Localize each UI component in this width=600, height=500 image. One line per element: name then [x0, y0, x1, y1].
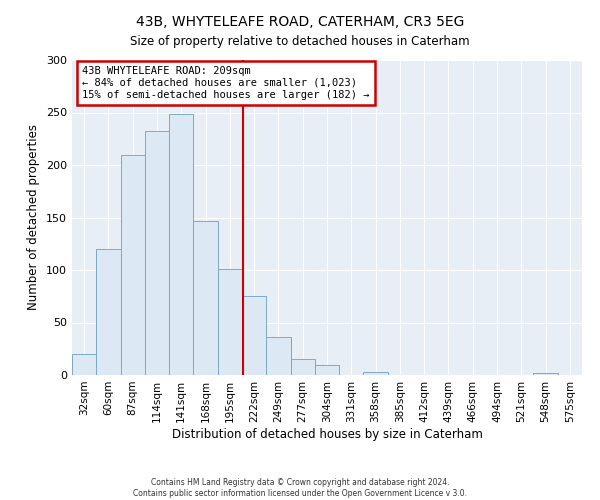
X-axis label: Distribution of detached houses by size in Caterham: Distribution of detached houses by size … [172, 428, 482, 440]
Bar [242, 296, 266, 375]
Bar [145, 132, 169, 375]
Bar [533, 373, 558, 375]
Bar [169, 114, 193, 375]
Bar [193, 220, 218, 375]
Bar [218, 269, 242, 375]
Bar [290, 359, 315, 375]
Bar [121, 154, 145, 375]
Bar [72, 354, 96, 375]
Y-axis label: Number of detached properties: Number of detached properties [28, 124, 40, 310]
Text: 43B, WHYTELEAFE ROAD, CATERHAM, CR3 5EG: 43B, WHYTELEAFE ROAD, CATERHAM, CR3 5EG [136, 15, 464, 29]
Bar [364, 372, 388, 375]
Bar [266, 337, 290, 375]
Bar [315, 364, 339, 375]
Text: Contains HM Land Registry data © Crown copyright and database right 2024.
Contai: Contains HM Land Registry data © Crown c… [133, 478, 467, 498]
Text: Size of property relative to detached houses in Caterham: Size of property relative to detached ho… [130, 35, 470, 48]
Bar [96, 249, 121, 375]
Text: 43B WHYTELEAFE ROAD: 209sqm
← 84% of detached houses are smaller (1,023)
15% of : 43B WHYTELEAFE ROAD: 209sqm ← 84% of det… [82, 66, 370, 100]
